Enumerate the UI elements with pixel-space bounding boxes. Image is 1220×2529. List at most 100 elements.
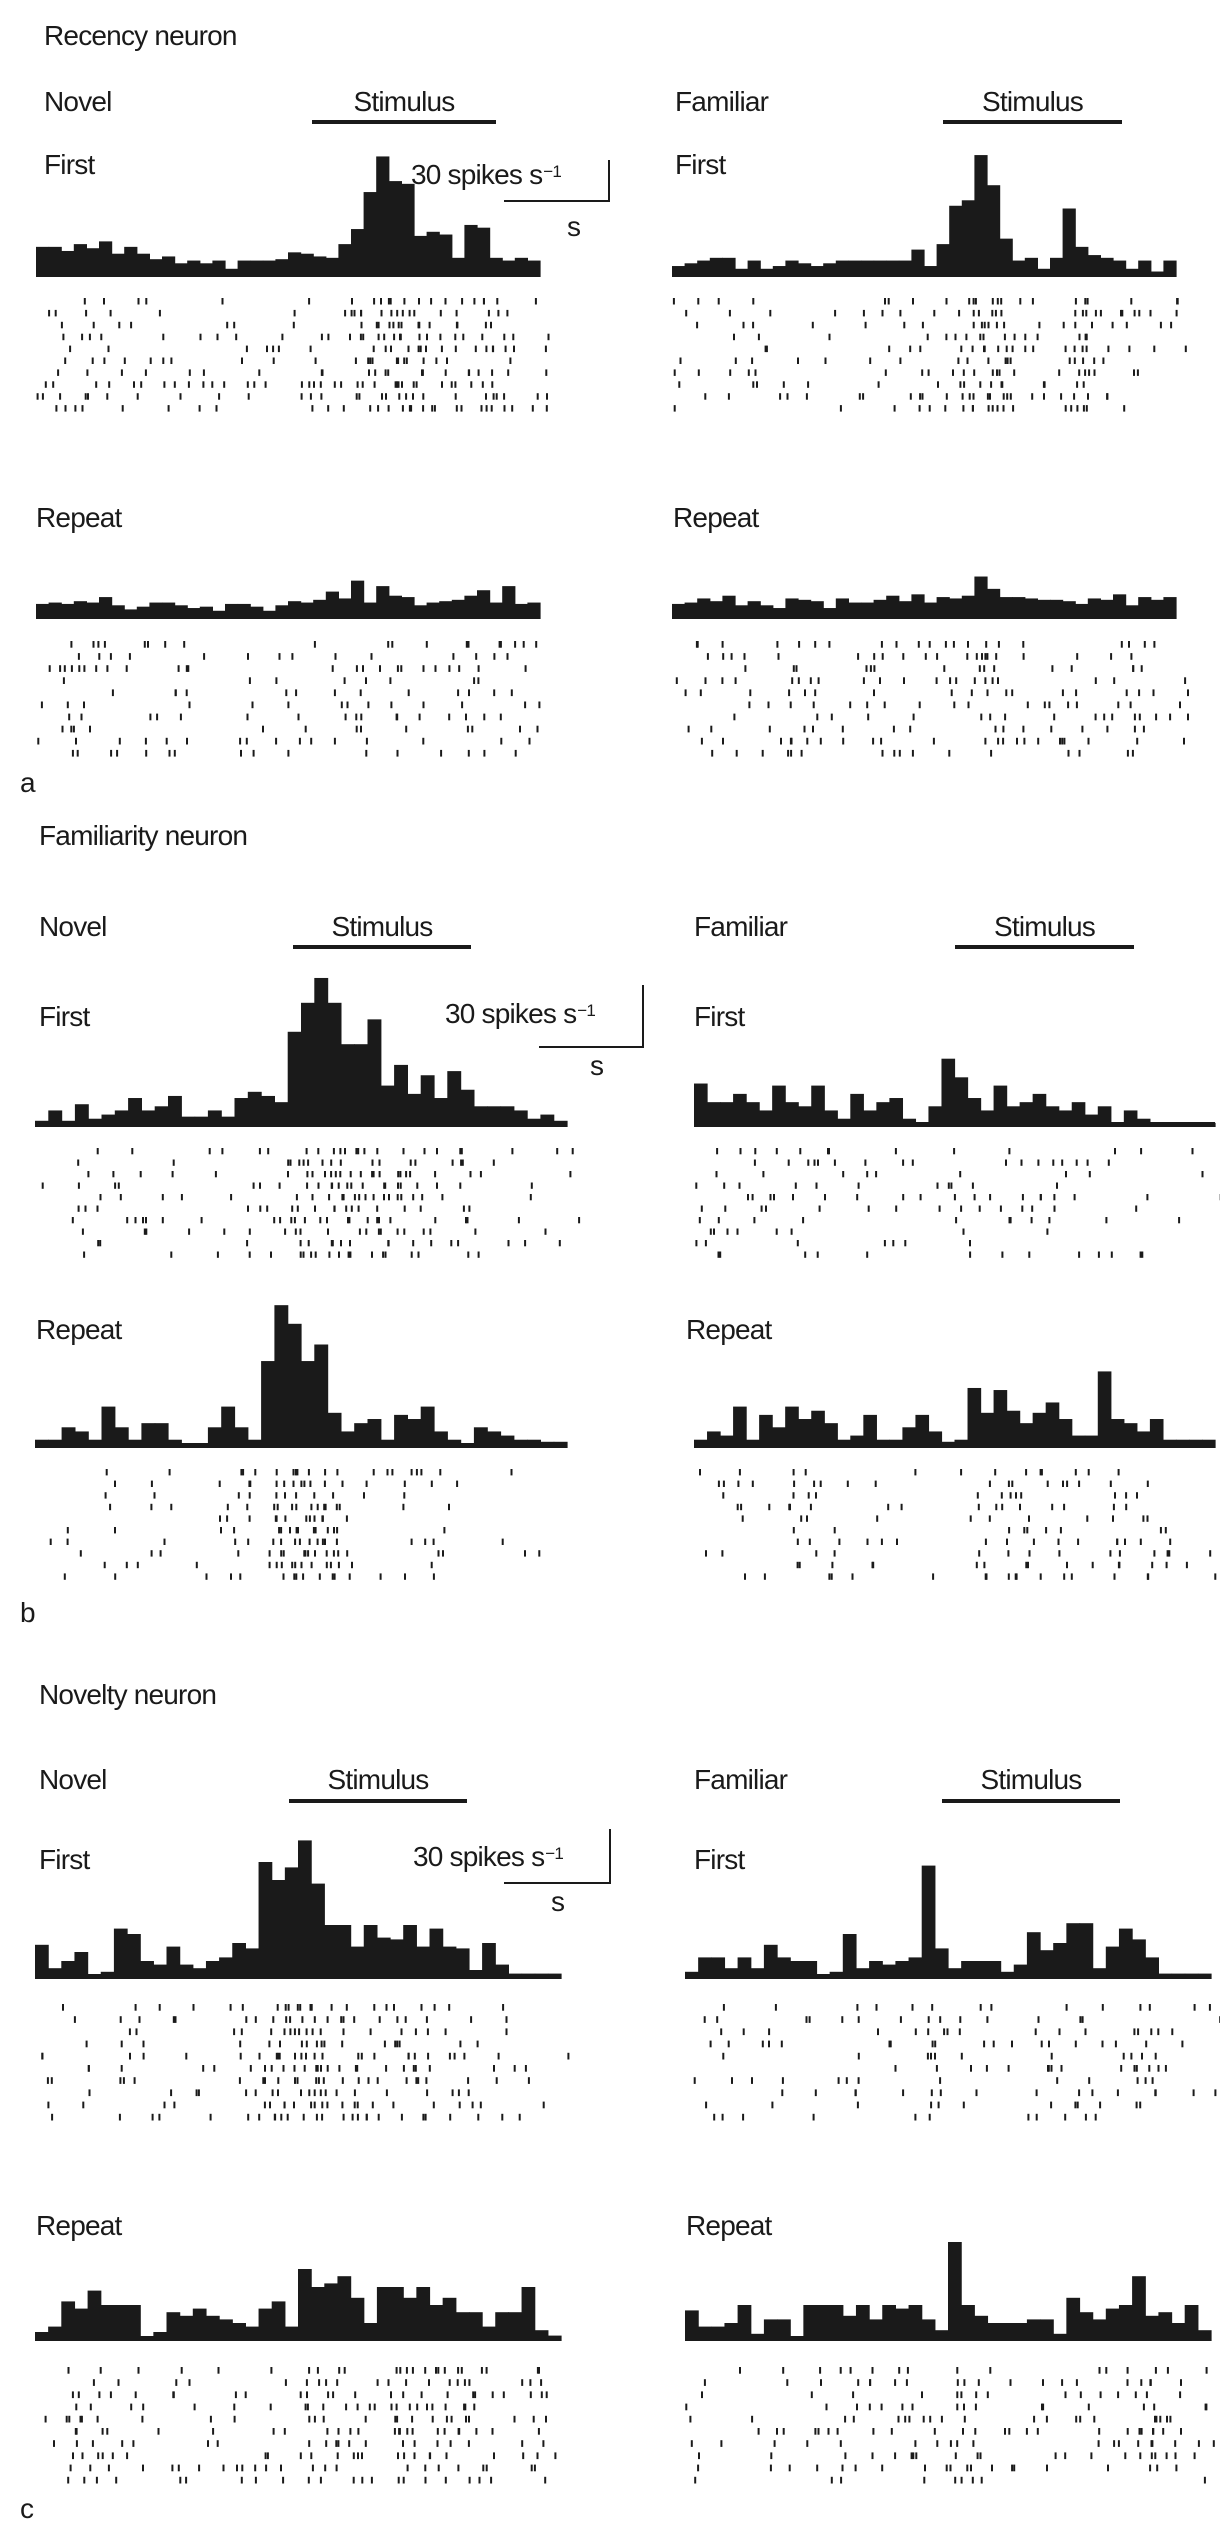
spike-tick bbox=[314, 357, 317, 364]
spike-tick bbox=[857, 1182, 860, 1189]
spike-tick bbox=[450, 381, 453, 388]
spike-tick bbox=[153, 1492, 156, 1499]
spike-tick bbox=[340, 2016, 343, 2023]
histogram-bar bbox=[311, 1883, 325, 1979]
spike-tick bbox=[1121, 309, 1124, 317]
spike-tick bbox=[887, 1503, 890, 1511]
spike-tick bbox=[991, 405, 994, 412]
histogram-bar bbox=[928, 1106, 943, 1127]
scale-bar-vertical bbox=[642, 985, 644, 1047]
spike-tick bbox=[1078, 1480, 1081, 1487]
histogram-bar bbox=[941, 1441, 956, 1448]
spike-tick bbox=[300, 2089, 302, 2097]
spike-tick bbox=[1030, 1217, 1033, 1224]
spike-tick bbox=[872, 737, 875, 745]
spike-tick bbox=[130, 321, 133, 329]
histogram-bar bbox=[1158, 1973, 1173, 1979]
psth-histogram bbox=[685, 1865, 1212, 1979]
spike-tick bbox=[1004, 713, 1007, 721]
spike-tick bbox=[514, 749, 517, 757]
histogram-bar bbox=[911, 249, 925, 277]
histogram-bar bbox=[803, 2305, 818, 2341]
spike-tick bbox=[308, 381, 311, 388]
spike-tick bbox=[433, 2004, 436, 2011]
spike-tick bbox=[997, 677, 999, 684]
spike-tick bbox=[734, 357, 737, 364]
histogram-bar bbox=[194, 1116, 209, 1127]
spike-tick bbox=[820, 2379, 822, 2386]
spike-tick bbox=[275, 1480, 278, 1487]
spike-tick bbox=[1101, 2040, 1104, 2048]
spike-tick bbox=[458, 2101, 461, 2109]
histogram-bar bbox=[179, 1964, 194, 1979]
histogram-bar bbox=[737, 1957, 752, 1979]
spike-tick bbox=[349, 333, 351, 341]
panel-letter: c bbox=[20, 2493, 34, 2524]
histogram-bar bbox=[350, 1946, 365, 1979]
panel-letter: b bbox=[20, 1597, 36, 1628]
spike-tick bbox=[348, 1573, 351, 1580]
spike-tick bbox=[156, 713, 159, 721]
spike-tick bbox=[717, 298, 720, 305]
spike-tick bbox=[300, 1480, 303, 1487]
spike-raster bbox=[49, 1469, 541, 1580]
spike-tick bbox=[310, 737, 313, 745]
histogram-bar bbox=[288, 601, 302, 619]
spike-tick bbox=[71, 749, 74, 757]
spike-tick bbox=[413, 2440, 416, 2447]
spike-tick bbox=[451, 1159, 454, 1166]
spike-tick bbox=[705, 1550, 707, 1557]
spike-tick bbox=[332, 1550, 335, 1557]
spike-tick bbox=[241, 2004, 244, 2011]
spike-tick bbox=[348, 2440, 351, 2447]
spike-tick bbox=[967, 641, 969, 648]
spike-tick bbox=[440, 749, 443, 757]
spike-tick bbox=[473, 677, 476, 684]
spike-tick bbox=[343, 677, 346, 684]
spike-tick bbox=[1013, 2464, 1016, 2472]
histogram-bar bbox=[221, 1116, 236, 1127]
spike-tick bbox=[300, 393, 303, 400]
spike-tick bbox=[869, 665, 872, 672]
spike-tick bbox=[114, 1527, 116, 1534]
spike-tick bbox=[943, 2028, 946, 2036]
spike-tick bbox=[1184, 677, 1187, 684]
spike-tick bbox=[1125, 321, 1128, 329]
histogram-bar bbox=[824, 1423, 838, 1448]
spike-tick bbox=[956, 2367, 959, 2374]
spike-tick bbox=[455, 405, 458, 412]
spike-tick bbox=[1035, 2113, 1038, 2121]
spike-tick bbox=[846, 1480, 849, 1487]
spike-tick bbox=[274, 2113, 277, 2121]
spike-tick bbox=[376, 2379, 379, 2386]
histogram-bar bbox=[527, 602, 541, 619]
spike-tick bbox=[955, 1217, 958, 1224]
spike-tick bbox=[180, 1194, 183, 1201]
stimulus-bar bbox=[943, 120, 1122, 124]
spike-tick bbox=[401, 309, 404, 317]
spike-tick bbox=[974, 298, 977, 305]
spike-tick bbox=[937, 2101, 940, 2109]
spike-tick bbox=[430, 1480, 433, 1487]
spike-tick bbox=[739, 1148, 742, 1155]
spike-tick bbox=[373, 2403, 376, 2411]
spike-tick bbox=[1120, 2065, 1123, 2072]
histogram-bar bbox=[245, 2326, 260, 2341]
spike-tick bbox=[266, 1205, 269, 1212]
histogram-bar bbox=[816, 2305, 831, 2341]
spike-tick bbox=[81, 2452, 84, 2460]
spike-tick bbox=[294, 2077, 296, 2084]
histogram-bar bbox=[468, 1970, 483, 1979]
histogram-bar bbox=[1087, 255, 1101, 277]
spike-tick bbox=[1148, 2004, 1151, 2011]
spike-tick bbox=[1146, 1515, 1149, 1522]
spike-tick bbox=[118, 737, 121, 745]
histogram-bar bbox=[1053, 2333, 1067, 2341]
histogram-bar bbox=[477, 227, 491, 277]
spike-tick bbox=[862, 677, 865, 684]
spike-tick bbox=[315, 2040, 318, 2048]
spike-tick bbox=[299, 1251, 302, 1258]
spike-tick bbox=[1039, 1194, 1042, 1201]
spike-tick bbox=[372, 1171, 375, 1178]
spike-tick bbox=[403, 1480, 406, 1487]
